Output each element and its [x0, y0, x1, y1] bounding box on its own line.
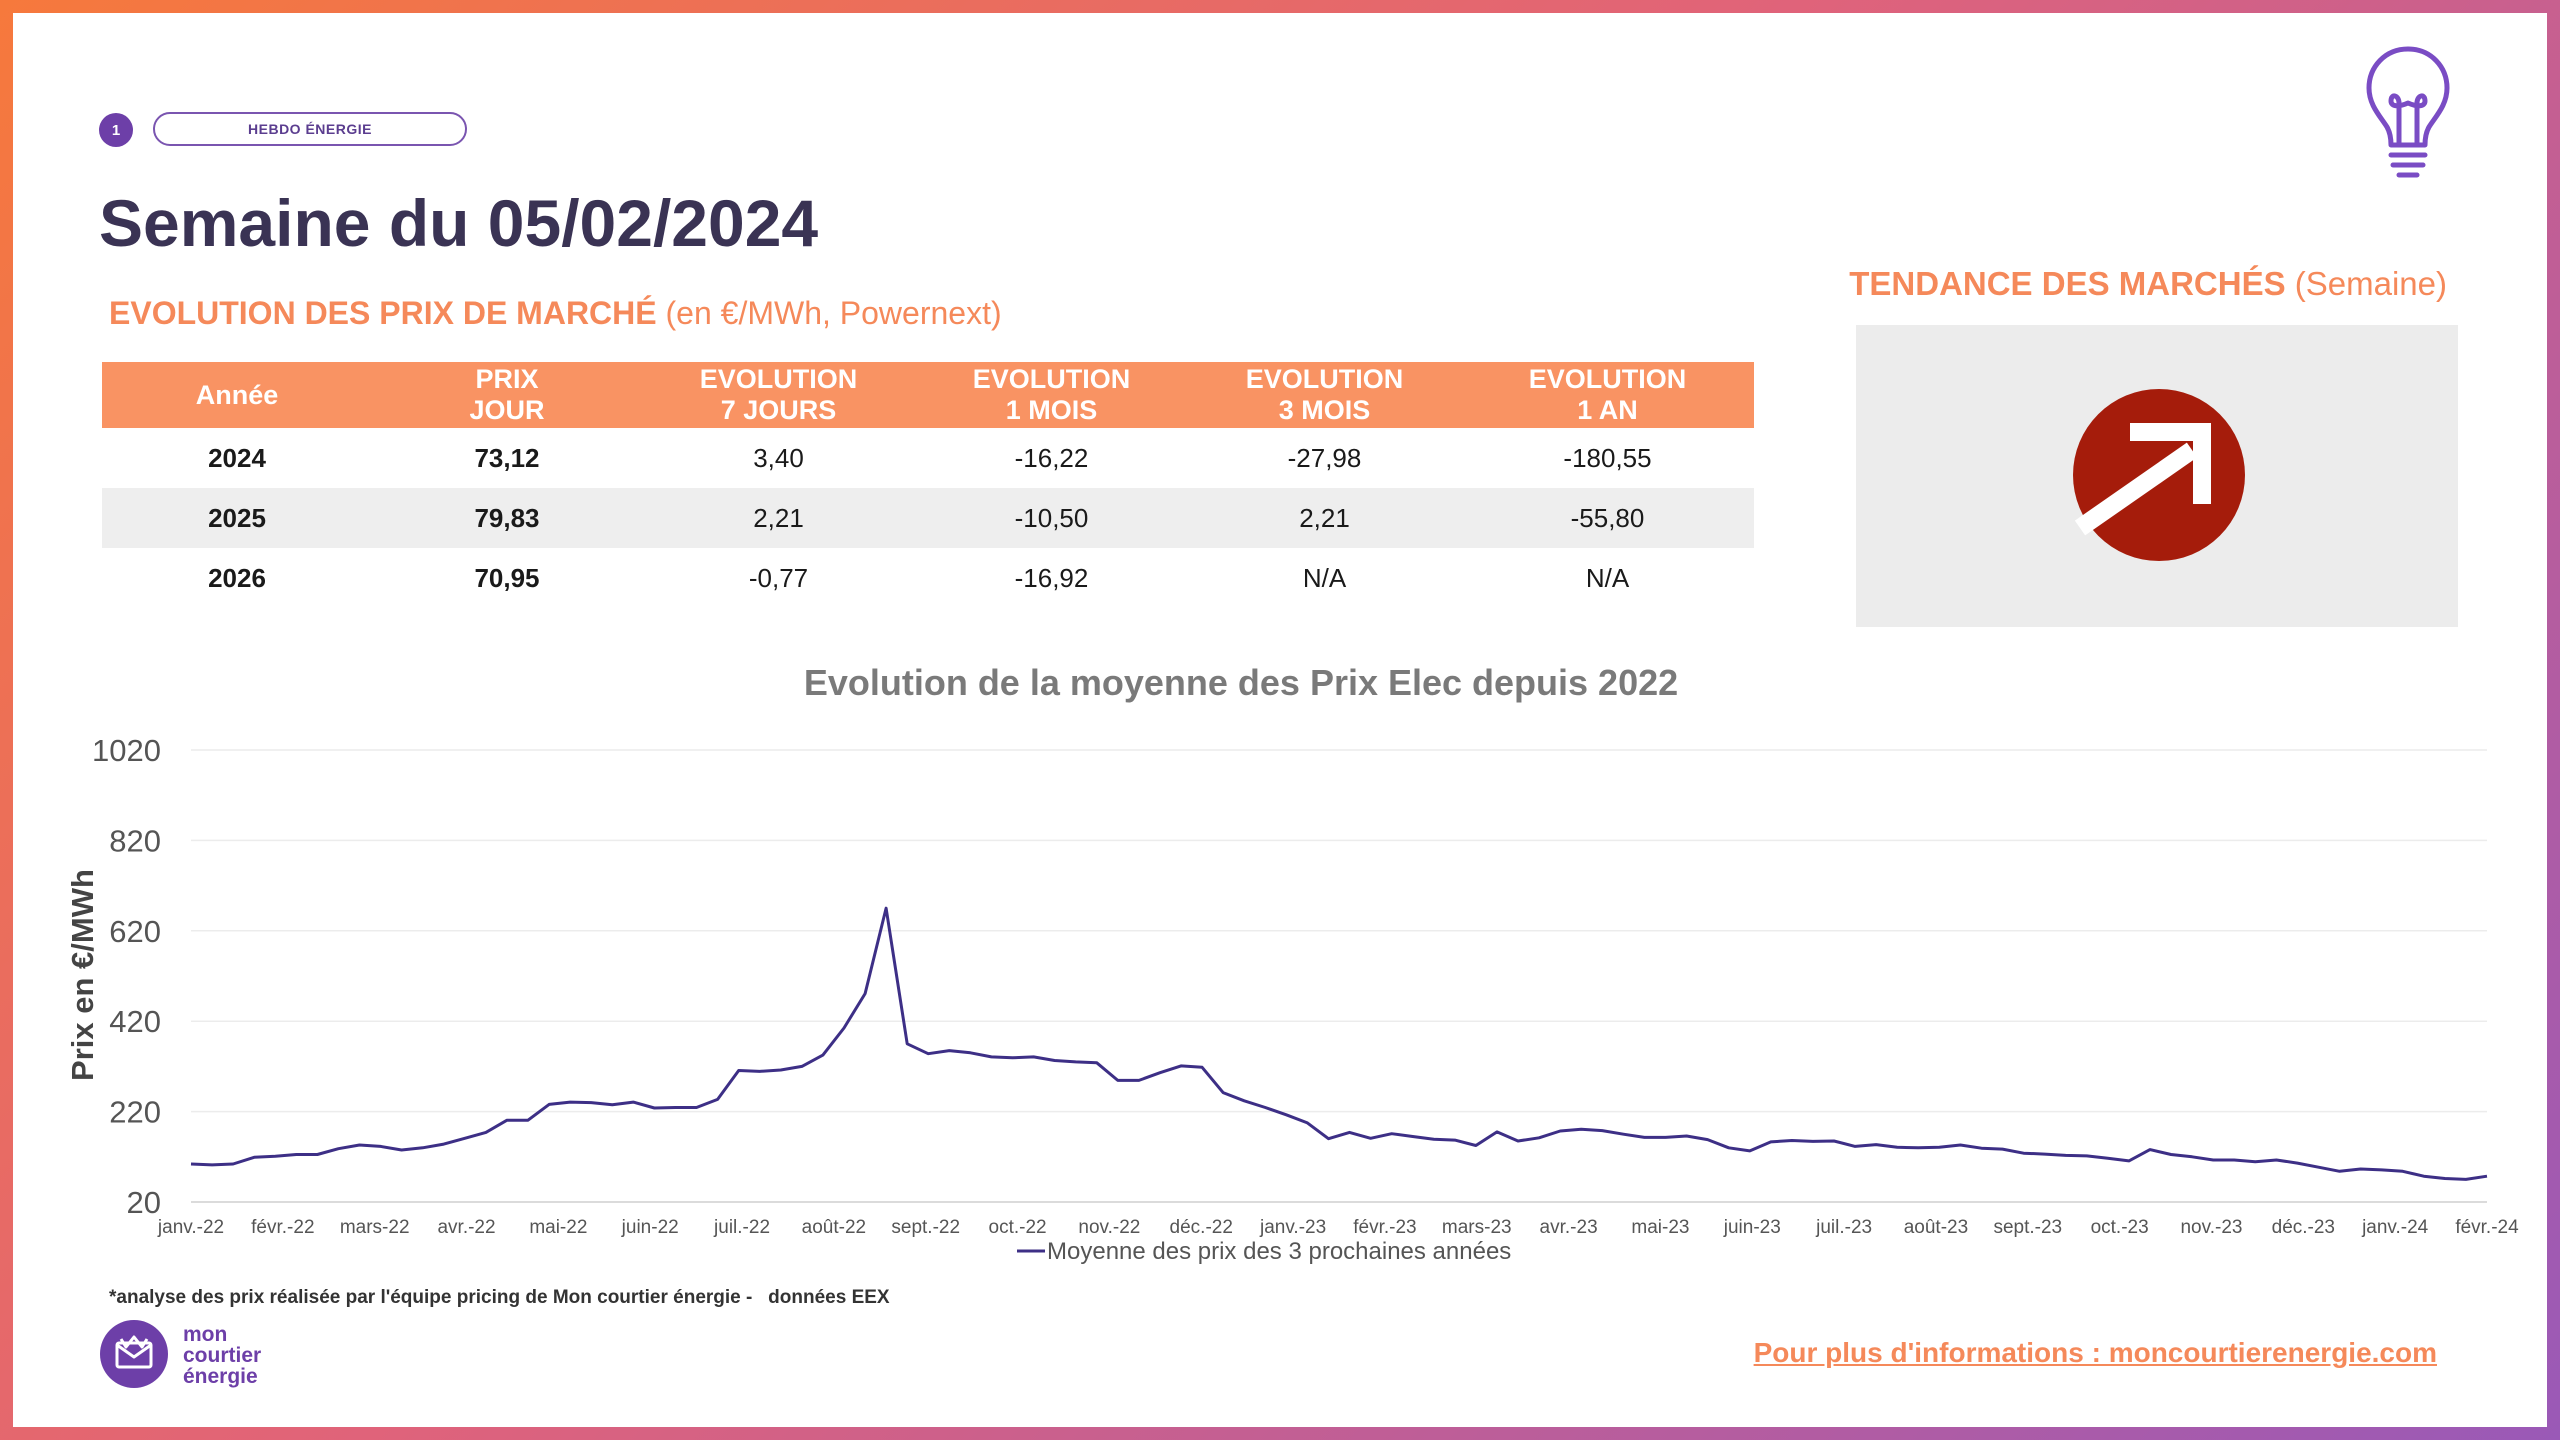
cell-year: 2026 [208, 562, 266, 593]
trend-title-bold: TENDANCE DES MARCHÉS [1849, 265, 2286, 302]
price-line-chart: Evolution de la moyenne des Prix Elec de… [65, 662, 2519, 1265]
y-tick-label: 820 [109, 823, 161, 858]
chart-title: Evolution de la moyenne des Prix Elec de… [804, 662, 1678, 703]
company-logo[interactable]: mon courtier énergie [99, 1319, 299, 1399]
x-tick-label: juil.-23 [1815, 1217, 1872, 1238]
header-evolution-1m: EVOLUTION 1 MOIS [915, 362, 1188, 428]
y-axis-label: Prix en €/MWh [65, 869, 100, 1081]
cell-evol-7j: -0,77 [748, 562, 809, 593]
cell-evol-3m: -27,98 [1287, 442, 1362, 473]
legend-label: Moyenne des prix des 3 prochaines années [1047, 1238, 1511, 1265]
y-tick-label: 1020 [92, 733, 161, 768]
x-tick-label: janv.-22 [157, 1217, 224, 1238]
x-tick-label: mars-23 [1442, 1217, 1512, 1238]
x-tick-label: sept.-22 [891, 1217, 960, 1238]
x-tick-label: févr.-23 [1353, 1217, 1416, 1238]
x-tick-label: nov.-23 [2180, 1217, 2242, 1238]
x-tick-label: oct.-22 [989, 1217, 1047, 1238]
cell-evol-3m: 2,21 [1188, 488, 1461, 548]
cell-evol-1a: -180,55 [1563, 442, 1652, 473]
table-row: 2024 73,12 3,40 -16,22 -27,98 -180,55 [102, 428, 1754, 488]
header-annee: Année [102, 362, 372, 428]
table-subtitle-bold: EVOLUTION DES PRIX DE MARCHÉ [109, 295, 657, 331]
y-tick-label: 620 [109, 914, 161, 949]
cell-evol-1m: -10,50 [915, 488, 1188, 548]
x-tick-label: juil.-22 [713, 1217, 770, 1238]
table-row: 2026 70,95 -0,77 -16,92 N/A N/A [102, 548, 1754, 608]
header-evolution-3m: EVOLUTION 3 MOIS [1188, 362, 1461, 428]
cell-year: 2024 [208, 442, 266, 473]
up-right-arrow-icon [2073, 389, 2245, 561]
x-tick-label: mai-23 [1631, 1217, 1689, 1238]
more-info-link[interactable]: Pour plus d'informations : moncourtieren… [1753, 1337, 2437, 1368]
cell-evol-1m: -16,92 [1014, 562, 1089, 593]
header-evolution-1a: EVOLUTION 1 AN [1461, 362, 1754, 428]
price-table: Année PRIX JOUR EVOLUTION 7 JOURS EVOLUTIO… [102, 362, 1754, 608]
x-tick-label: mars-22 [340, 1217, 410, 1238]
x-tick-label: août-22 [802, 1217, 866, 1238]
y-tick-label: 20 [127, 1185, 161, 1220]
x-tick-label: nov.-22 [1078, 1217, 1140, 1238]
cell-year: 2025 [102, 488, 372, 548]
y-tick-label: 220 [109, 1095, 161, 1130]
x-tick-label: juin-22 [621, 1217, 679, 1238]
trend-title: TENDANCE DES MARCHÉS (Semaine) [1849, 265, 2447, 303]
slide: 1 HEBDO ÉNERGIE Semaine du 05/02/2024 EV… [13, 13, 2547, 1427]
trend-panel [1856, 325, 2458, 627]
lightbulb-icon [2366, 46, 2450, 178]
page-title: Semaine du 05/02/2024 [99, 186, 819, 260]
x-tick-label: sept.-23 [1993, 1217, 2062, 1238]
footnote: *analyse des prix réalisée par l'équipe … [109, 1287, 890, 1308]
x-tick-label: déc.-22 [1170, 1217, 1233, 1238]
x-tick-label: avr.-22 [437, 1217, 495, 1238]
cell-prix: 79,83 [372, 488, 642, 548]
y-tick-label: 420 [109, 1004, 161, 1039]
table-header-row: Année PRIX JOUR EVOLUTION 7 JOURS EVOLUTIO… [102, 362, 1754, 428]
header-evolution-7j: EVOLUTION 7 JOURS [642, 362, 915, 428]
table-row: 2025 79,83 2,21 -10,50 2,21 -55,80 [102, 488, 1754, 548]
cell-evol-1m: -16,22 [1014, 442, 1089, 473]
x-tick-label: août-23 [1904, 1217, 1968, 1238]
logo-text: mon courtier énergie [183, 1323, 262, 1388]
cell-evol-7j: 2,21 [642, 488, 915, 548]
x-tick-label: févr.-24 [2455, 1217, 2519, 1238]
x-tick-label: oct.-23 [2091, 1217, 2149, 1238]
x-tick-label: déc.-23 [2272, 1217, 2335, 1238]
x-tick-label: févr.-22 [251, 1217, 314, 1238]
section-tag: HEBDO ÉNERGIE [153, 112, 467, 146]
cell-evol-1a: -55,80 [1461, 488, 1754, 548]
table-subtitle-unit: (en €/MWh, Powernext) [656, 295, 1002, 331]
cell-prix: 73,12 [474, 442, 540, 473]
x-tick-label: juin-23 [1723, 1217, 1781, 1238]
series-line [190, 906, 2488, 1181]
x-tick-label: janv.-23 [1259, 1217, 1326, 1238]
x-tick-label: janv.-24 [2361, 1217, 2429, 1238]
trend-title-period: (Semaine) [2285, 265, 2447, 302]
header-prix-jour: PRIX JOUR [372, 362, 642, 428]
cell-evol-3m: N/A [1302, 562, 1347, 593]
logo-mark-icon [100, 1320, 168, 1388]
x-tick-label: avr.-23 [1540, 1217, 1598, 1238]
cell-evol-7j: 3,40 [753, 442, 804, 473]
cell-evol-1a: N/A [1585, 562, 1630, 593]
table-subtitle: EVOLUTION DES PRIX DE MARCHÉ (en €/MWh, … [109, 295, 1002, 332]
x-tick-label: mai-22 [529, 1217, 587, 1238]
cell-prix: 70,95 [474, 562, 540, 593]
chart-legend: Moyenne des prix des 3 prochaines années [1017, 1238, 1511, 1265]
section-number-badge: 1 [99, 113, 133, 147]
